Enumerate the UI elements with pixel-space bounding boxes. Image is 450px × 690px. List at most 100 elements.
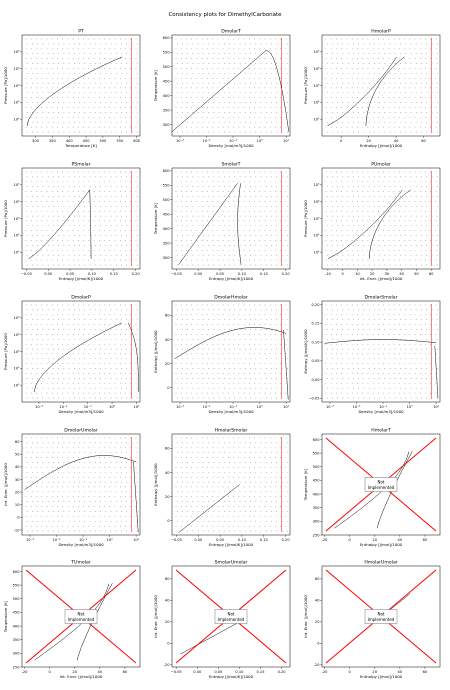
grid-point xyxy=(409,87,411,89)
grid-point xyxy=(79,225,80,227)
grid-point xyxy=(42,215,44,217)
grid-point xyxy=(63,520,65,522)
grid-point xyxy=(269,230,271,232)
grid-point xyxy=(197,245,199,246)
grid-point xyxy=(26,501,28,502)
grid-point xyxy=(389,235,391,236)
grid-point xyxy=(357,373,358,374)
grid-point xyxy=(426,368,428,369)
grid-point xyxy=(363,225,365,227)
grid-point xyxy=(239,452,241,454)
grid-point xyxy=(88,77,90,79)
grid-point xyxy=(426,378,428,379)
grid-point xyxy=(367,373,369,374)
y-tick-label: 10⁴ xyxy=(13,200,20,204)
grid-point xyxy=(368,358,370,360)
grid-point xyxy=(243,324,245,325)
grid-point xyxy=(51,220,53,222)
grid-point xyxy=(254,343,255,345)
grid-point xyxy=(419,68,421,69)
grid-point xyxy=(259,107,261,108)
grid-point xyxy=(196,457,198,458)
grid-point xyxy=(213,348,215,350)
grid-point xyxy=(84,452,86,454)
grid-point xyxy=(368,348,370,350)
grid-point xyxy=(255,358,257,360)
grid-point xyxy=(79,358,80,360)
grid-point xyxy=(276,348,278,350)
grid-point xyxy=(37,235,39,236)
grid-point xyxy=(26,225,28,227)
grid-point xyxy=(41,324,43,325)
grid-point xyxy=(98,77,100,79)
grid-point xyxy=(73,491,75,493)
grid-point xyxy=(68,452,70,454)
grid-point xyxy=(353,348,354,350)
grid-point xyxy=(378,58,379,59)
grid-point xyxy=(182,102,183,103)
grid-point xyxy=(83,304,84,306)
grid-point xyxy=(388,201,390,202)
grid-point xyxy=(379,264,380,266)
grid-point xyxy=(100,442,101,444)
grid-point xyxy=(93,382,95,384)
grid-point xyxy=(186,363,187,365)
dew-curve xyxy=(133,461,139,533)
grid-point xyxy=(51,343,53,345)
grid-point xyxy=(208,131,209,133)
grid-point xyxy=(186,201,187,202)
grid-point xyxy=(78,467,79,468)
grid-point xyxy=(126,452,128,454)
grid-point xyxy=(187,176,189,178)
grid-point xyxy=(378,171,379,173)
grid-point xyxy=(89,452,91,454)
grid-point xyxy=(201,343,203,345)
grid-point xyxy=(201,220,203,222)
grid-point xyxy=(25,126,27,128)
grid-point xyxy=(57,171,58,173)
grid-point xyxy=(175,314,177,316)
grid-point xyxy=(435,220,437,222)
grid-point xyxy=(223,102,225,103)
grid-point xyxy=(425,48,426,50)
y-tick-label: 10² xyxy=(313,234,320,238)
grid-point xyxy=(207,486,208,488)
grid-point xyxy=(332,72,333,74)
grid-point xyxy=(254,181,255,183)
grid-point xyxy=(244,82,246,84)
grid-point xyxy=(58,186,59,188)
grid-point xyxy=(58,520,59,522)
grid-point xyxy=(104,58,105,59)
grid-point xyxy=(114,373,116,374)
grid-point xyxy=(126,43,128,45)
grid-point xyxy=(62,38,64,40)
plot-area xyxy=(325,171,438,266)
grid-point xyxy=(234,442,236,444)
grid-point xyxy=(186,259,187,261)
grid-point xyxy=(88,97,90,99)
grid-point xyxy=(275,87,276,89)
grid-point xyxy=(72,314,74,316)
grid-point xyxy=(217,476,219,478)
grid-point xyxy=(404,382,405,384)
grid-point xyxy=(98,324,100,325)
grid-point xyxy=(217,48,219,50)
grid-point xyxy=(46,363,48,365)
grid-point xyxy=(197,43,199,45)
grid-point xyxy=(105,63,107,64)
grid-point xyxy=(228,201,229,202)
grid-point xyxy=(46,116,48,118)
grid-point xyxy=(285,324,287,325)
y-tick-label: -10 xyxy=(14,528,21,532)
grid-point xyxy=(212,259,214,261)
grid-point xyxy=(47,92,49,94)
grid-point xyxy=(79,530,80,532)
grid-point xyxy=(259,314,261,316)
grid-point xyxy=(336,230,337,232)
grid-point xyxy=(367,77,369,79)
grid-point xyxy=(100,397,101,399)
grid-point xyxy=(42,264,44,266)
grid-point xyxy=(368,82,370,84)
grid-point xyxy=(25,38,27,40)
grid-point xyxy=(393,210,395,212)
